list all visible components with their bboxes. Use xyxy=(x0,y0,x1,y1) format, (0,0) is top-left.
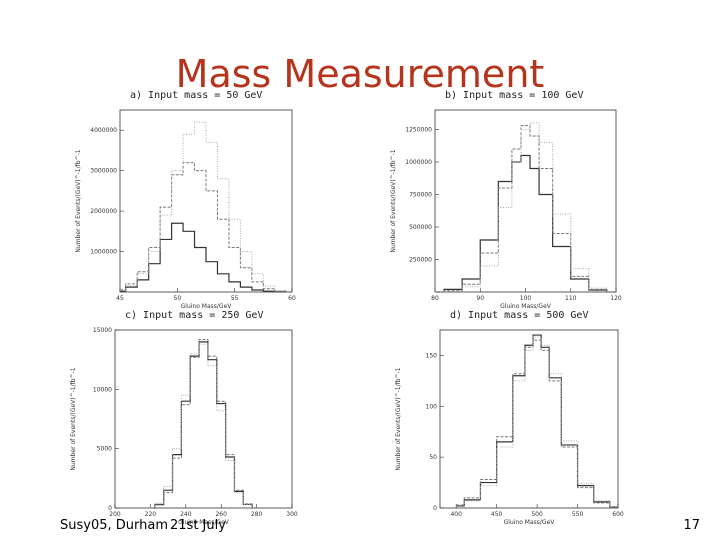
x-tick-label: 120 xyxy=(610,295,622,302)
x-axis-label: Gluino Mass/GeV xyxy=(181,303,233,310)
chart-title: d) Input mass = 500 GeV xyxy=(450,310,588,321)
plot-frame xyxy=(114,329,293,509)
slide-title: Mass Measurement xyxy=(175,52,545,96)
x-axis-label: Gluino Mass/GeV xyxy=(500,303,552,310)
x-tick-label: 200 xyxy=(109,511,121,518)
series-line-solid xyxy=(150,341,257,509)
y-tick-label: 500000 xyxy=(409,224,432,231)
y-tick-label: 250000 xyxy=(409,257,432,264)
series-line-mid xyxy=(456,339,618,508)
chart-title: b) Input mass = 100 GeV xyxy=(445,90,583,101)
chart-b-svg: b) Input mass = 100 GeV 80 90 100 110 120 2500… xyxy=(390,90,622,310)
y-tick-label: 3000000 xyxy=(90,168,117,175)
y-tick-label: 0 xyxy=(433,505,437,512)
x-tick-label: 240 xyxy=(180,511,192,518)
y-tick-label: 100 xyxy=(426,403,438,410)
series-line-mid xyxy=(150,338,257,509)
y-tick-label: 0 xyxy=(108,505,112,512)
x-tick-label: 60 xyxy=(288,295,296,302)
x-tick-label: 90 xyxy=(476,295,484,302)
page-number: 17 xyxy=(683,518,700,533)
chart-panel-b: b) Input mass = 100 GeV 80 90 100 110 120 2500… xyxy=(380,80,640,310)
x-tick-label: 600 xyxy=(612,511,624,518)
chart-panel-d: d) Input mass = 500 GeV 400 450 500 550 600 0 5… xyxy=(380,302,640,526)
x-tick-label: 260 xyxy=(215,511,227,518)
footer-date: 21st July xyxy=(170,518,226,533)
x-tick-label: 100 xyxy=(520,295,532,302)
y-tick-label: 1000000 xyxy=(90,249,117,256)
y-tick-label: 2000000 xyxy=(90,208,117,215)
chart-c-svg: c) Input mass = 250 GeV 200 220 240 260 280 30… xyxy=(70,310,298,526)
series-line-dotted xyxy=(120,121,292,293)
series-line-dotted xyxy=(456,336,618,508)
y-tick-label: 750000 xyxy=(409,192,432,199)
y-tick-label: 4000000 xyxy=(90,127,117,134)
footer-event: Susy05, Durham xyxy=(60,518,168,533)
series-line-mid xyxy=(435,125,616,293)
y-axis-label: Number of Events/(GeV)^-1/fb^-1 xyxy=(75,149,82,252)
x-tick-label: 45 xyxy=(116,295,124,302)
plot-frame xyxy=(119,109,293,293)
y-tick-label: 10000 xyxy=(93,386,112,393)
x-tick-label: 80 xyxy=(431,295,439,302)
y-tick-label: 5000 xyxy=(97,446,112,453)
x-tick-label: 110 xyxy=(565,295,577,302)
series-line-solid xyxy=(456,334,618,508)
series-line-solid xyxy=(120,222,292,293)
y-tick-label: 15000 xyxy=(93,327,112,334)
chart-panel-c: c) Input mass = 250 GeV 200 220 240 260 280 30… xyxy=(60,302,310,526)
x-tick-label: 400 xyxy=(450,511,462,518)
y-tick-label: 50 xyxy=(429,454,437,461)
x-tick-label: 550 xyxy=(572,511,584,518)
y-tick-label: 1000000 xyxy=(405,159,432,166)
chart-d-svg: d) Input mass = 500 GeV 400 450 500 550 600 0 5… xyxy=(395,310,624,526)
chart-title: a) Input mass = 50 GeV xyxy=(130,90,262,101)
y-axis-label: Number of Events/(GeV)^-1/fb^-1 xyxy=(70,367,77,470)
chart-title: c) Input mass = 250 GeV xyxy=(125,310,263,321)
x-tick-label: 280 xyxy=(251,511,263,518)
series-line-mid xyxy=(120,162,292,293)
x-tick-label: 55 xyxy=(231,295,239,302)
chart-panel-a: a) Input mass = 50 GeV 45 50 55 60 1000000 200… xyxy=(60,80,310,310)
plot-frame xyxy=(434,109,617,293)
x-tick-label: 50 xyxy=(174,295,182,302)
y-axis-label: Number of Events/(GeV)^-1/fb^-1 xyxy=(395,367,402,470)
series-line-dotted xyxy=(150,343,257,509)
x-tick-label: 300 xyxy=(286,511,298,518)
series-line-solid xyxy=(435,154,616,293)
x-axis-label: Gluino Mass/GeV xyxy=(504,519,556,526)
y-tick-label: 1250000 xyxy=(405,127,432,134)
x-tick-label: 500 xyxy=(531,511,543,518)
x-tick-label: 450 xyxy=(491,511,503,518)
x-tick-label: 220 xyxy=(145,511,157,518)
y-axis-label: Number of Events/(GeV)^-1/fb^-1 xyxy=(390,149,397,252)
series-line-dotted xyxy=(435,122,616,293)
plot-frame xyxy=(439,329,619,509)
y-tick-label: 150 xyxy=(426,352,438,359)
x-axis-label: Gluino Mass/GeV xyxy=(178,519,230,526)
chart-a-svg: a) Input mass = 50 GeV 45 50 55 60 1000000 200… xyxy=(75,90,296,310)
